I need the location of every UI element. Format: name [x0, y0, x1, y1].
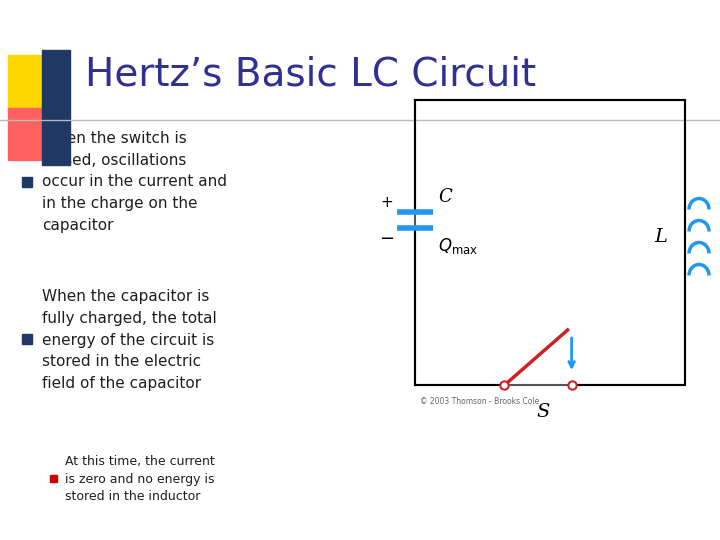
- Text: When the switch is
closed, oscillations
occur in the current and
in the charge o: When the switch is closed, oscillations …: [42, 131, 227, 233]
- Text: S: S: [536, 403, 549, 421]
- Text: © 2003 Thomson - Brooks Cole: © 2003 Thomson - Brooks Cole: [420, 397, 539, 406]
- Text: L: L: [654, 228, 667, 246]
- Bar: [22, 334, 32, 344]
- Text: −: −: [379, 230, 395, 248]
- Bar: [415, 100, 685, 385]
- Bar: [50, 475, 57, 482]
- Bar: [42, 50, 70, 165]
- Bar: [8, 55, 63, 110]
- Bar: [22, 177, 32, 187]
- Text: Hertz’s Basic LC Circuit: Hertz’s Basic LC Circuit: [85, 55, 536, 93]
- Bar: [8, 108, 63, 160]
- Text: $Q_{\mathrm{max}}$: $Q_{\mathrm{max}}$: [438, 235, 478, 256]
- Text: When the capacitor is
fully charged, the total
energy of the circuit is
stored i: When the capacitor is fully charged, the…: [42, 289, 217, 391]
- Text: +: +: [381, 195, 393, 210]
- Text: At this time, the current
is zero and no energy is
stored in the inductor: At this time, the current is zero and no…: [65, 455, 215, 503]
- Text: C: C: [438, 188, 451, 206]
